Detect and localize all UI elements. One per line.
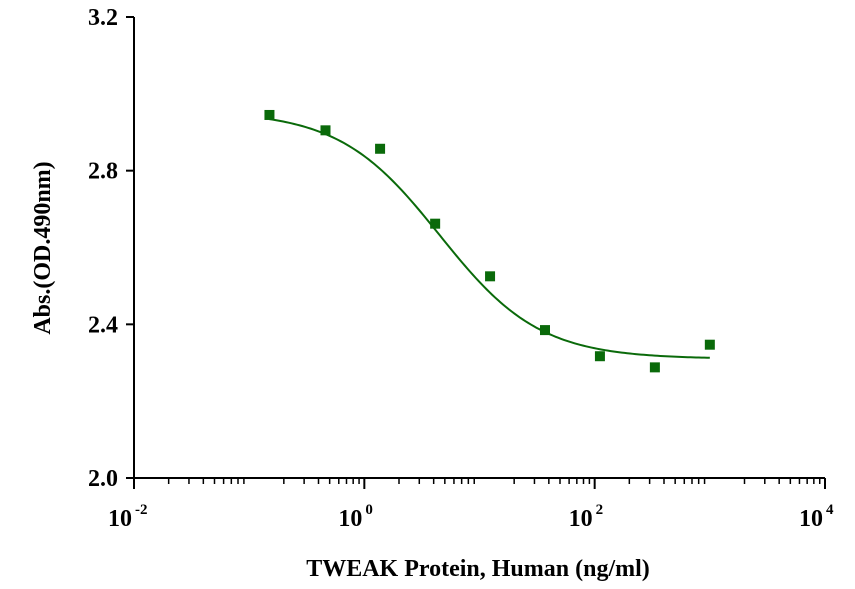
data-point — [430, 218, 441, 229]
axes — [133, 17, 825, 479]
data-point — [704, 339, 715, 350]
x-tick-base: 10 — [108, 506, 132, 532]
x-tick-base: 10 — [338, 506, 362, 532]
fit-layer — [269, 118, 710, 359]
x-tick-exponent: 2 — [596, 502, 604, 518]
data-point — [485, 271, 496, 282]
x-axis-title: TWEAK Protein, Human (ng/ml) — [306, 556, 650, 582]
x-tick-base: 10 — [569, 506, 593, 532]
data-point — [594, 351, 605, 362]
x-tick-exponent: -2 — [135, 502, 148, 518]
y-tick-label: 2.4 — [88, 312, 118, 338]
tick-layer: 2.02.42.83.210 -2 10 0 10 2 10 4 — [88, 5, 834, 532]
x-tick-label: 10 0 — [338, 502, 373, 532]
data-point — [539, 325, 550, 336]
x-tick-base: 10 — [799, 506, 823, 532]
y-tick-label: 3.2 — [88, 5, 118, 31]
y-tick-label: 2.0 — [88, 466, 118, 492]
x-tick-label: 10 -2 — [108, 502, 148, 532]
data-point — [649, 362, 660, 373]
fit-curve — [269, 118, 710, 359]
data-point — [375, 143, 386, 154]
x-tick-label: 10 2 — [569, 502, 604, 532]
data-points — [264, 109, 715, 373]
y-tick-label: 2.8 — [88, 159, 118, 185]
data-point — [264, 109, 275, 120]
x-tick-exponent: 0 — [365, 502, 373, 518]
x-tick-exponent: 4 — [826, 502, 834, 518]
data-point — [320, 125, 331, 136]
y-axis-title: Abs.(OD.490nm) — [30, 161, 56, 334]
x-tick-label: 10 4 — [799, 502, 834, 532]
